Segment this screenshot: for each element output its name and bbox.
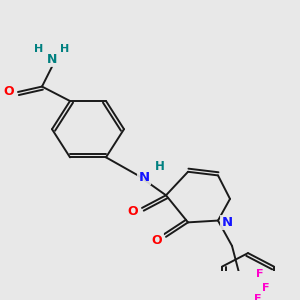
Text: H: H xyxy=(34,44,43,54)
Text: F: F xyxy=(262,283,270,293)
Text: N: N xyxy=(221,216,233,229)
Text: N: N xyxy=(47,53,57,66)
Text: N: N xyxy=(138,171,150,184)
Text: F: F xyxy=(254,294,262,300)
Text: H: H xyxy=(60,44,70,54)
Text: O: O xyxy=(4,85,14,98)
Text: O: O xyxy=(152,234,162,247)
Text: H: H xyxy=(155,160,165,173)
Text: O: O xyxy=(128,205,138,218)
Text: F: F xyxy=(256,269,264,279)
